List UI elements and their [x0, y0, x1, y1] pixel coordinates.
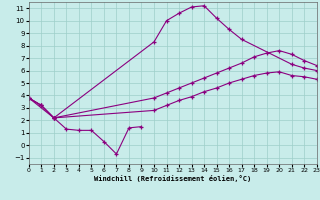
X-axis label: Windchill (Refroidissement éolien,°C): Windchill (Refroidissement éolien,°C) [94, 175, 252, 182]
